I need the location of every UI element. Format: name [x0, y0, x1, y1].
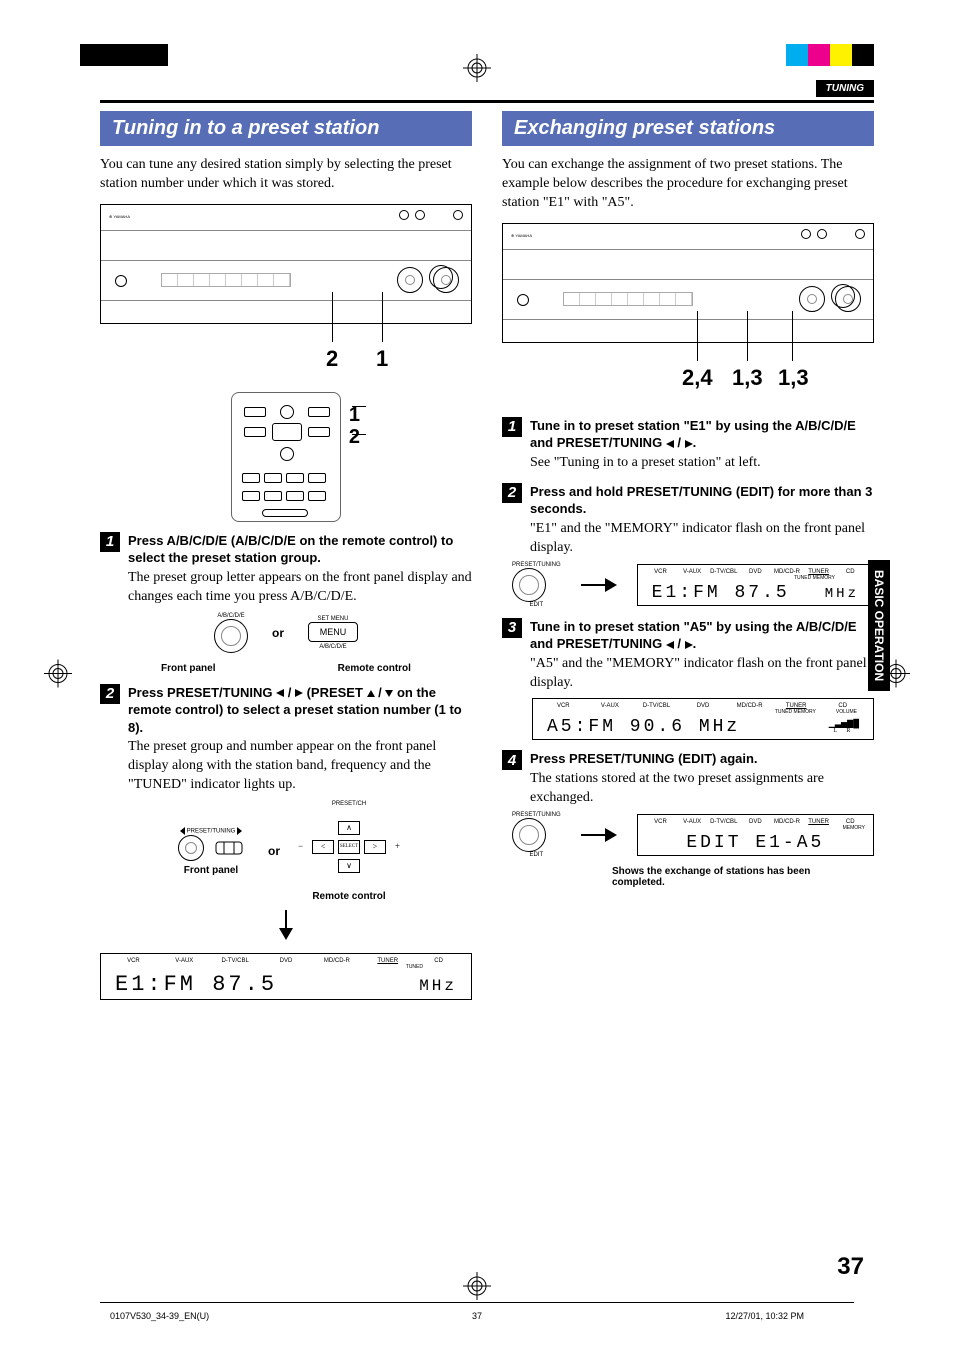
header-badge: TUNING	[816, 80, 874, 97]
exchange-caption: Shows the exchange of stations has been …	[612, 866, 812, 888]
device-front-right: ⊕ YAMAHA	[502, 223, 874, 343]
left-column: Tuning in to a preset station You can tu…	[100, 111, 472, 1006]
remote-callout-2: 2	[349, 426, 360, 449]
left-step-2: 2 Press PRESET/TUNING / (PRESET / on the…	[100, 684, 472, 795]
left-step-1: 1 Press A/B/C/D/E (A/B/C/D/E on the remo…	[100, 532, 472, 607]
knob-arrow-2: PRESET/TUNING EDIT VCRV-AUXD-TV/CBLDVDMD…	[512, 812, 874, 858]
right-intro: You can exchange the assignment of two p…	[502, 156, 874, 213]
left-intro: You can tune any desired station simply …	[100, 156, 472, 194]
arrow-right-icon	[581, 576, 617, 594]
page-number: 37	[837, 1253, 864, 1281]
remote-callout-1: 1	[349, 404, 360, 427]
arrow-right-icon	[581, 826, 617, 844]
side-tab: BASIC OPERATION	[868, 560, 890, 691]
right-step-2: 2 Press and hold PRESET/TUNING (EDIT) fo…	[502, 483, 874, 558]
device-front: ⊕ YAMAHA	[100, 204, 472, 324]
header-bar: TUNING	[100, 100, 874, 103]
right-device-callouts: 2,4 1,3 1,3	[502, 347, 874, 407]
footer-center: 37	[472, 1311, 482, 1321]
left-device-callouts: 2 1	[100, 328, 472, 388]
right-step-1: 1 Tune in to preset station "E1" by usin…	[502, 417, 874, 473]
footer-right: 12/27/01, 10:32 PM	[725, 1311, 804, 1321]
display-a5: VCRV-AUXD-TV/CBLDVDMD/CD-RTUNERCD TUNED …	[532, 698, 874, 740]
fp-rc-row-2: PRESET/TUNING Front panel or PRESET/CH ∧…	[100, 801, 472, 902]
knob-arrow-1: PRESET/TUNING EDIT VCRV-AUXD-TV/CBLDVDMD…	[512, 562, 874, 608]
right-column: Exchanging preset stations You can excha…	[502, 111, 874, 1006]
footer-left: 0107V530_34-39_EN(U)	[110, 1311, 209, 1321]
right-section-title: Exchanging preset stations	[502, 111, 874, 146]
reg-mark-bottom	[463, 1272, 491, 1305]
footer-line	[100, 1302, 854, 1303]
remote-control	[231, 392, 341, 522]
down-arrow-icon	[100, 910, 472, 945]
fp-rc-row-1: A/B/C/D/E or SET MENU MENU A/B/C/D/E	[100, 613, 472, 653]
right-step-4: 4 Press PRESET/TUNING (EDIT) again. The …	[502, 750, 874, 807]
left-display: VCRV-AUXD-TV/CBLDVDMD/CD-RTUNERCD TUNED …	[100, 953, 472, 1000]
right-step-3: 3 Tune in to preset station "A5" by usin…	[502, 618, 874, 693]
left-section-title: Tuning in to a preset station	[100, 111, 472, 146]
